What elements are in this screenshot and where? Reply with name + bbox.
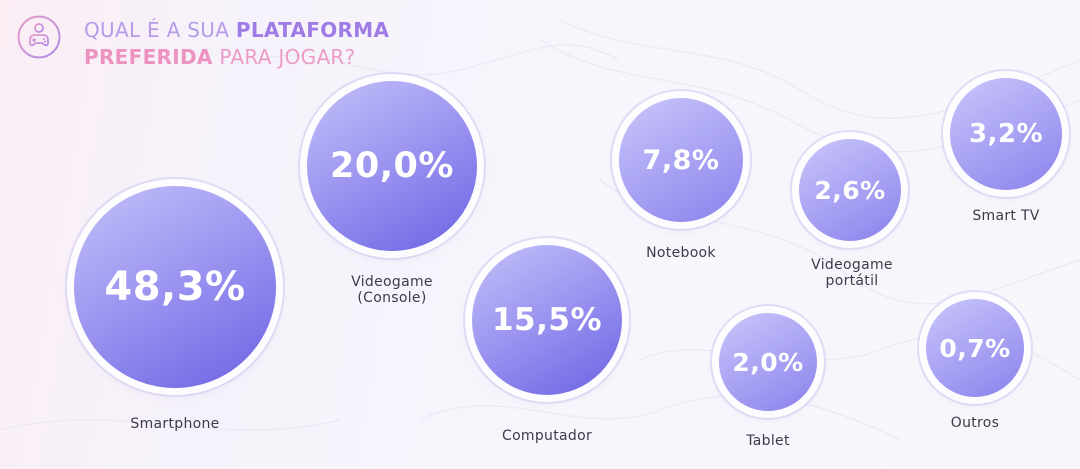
category-label-notebook: Notebook — [646, 245, 716, 261]
bubble-value-label: 2,0% — [732, 347, 804, 377]
bubble-smart-tv: 3,2% — [950, 78, 1062, 190]
bubble-smartphone: 48,3% — [74, 186, 276, 388]
category-label-videogame-portatil: Videogame portátil — [811, 257, 893, 289]
bubble-value-label: 20,0% — [330, 146, 454, 186]
bubble-outros: 0,7% — [926, 299, 1024, 397]
category-label-line: portátil — [825, 273, 879, 289]
category-label-computador: Computador — [502, 428, 592, 444]
category-label-tablet: Tablet — [746, 433, 790, 449]
category-label-smartphone: Smartphone — [130, 416, 219, 432]
title-part-4: PARA JOGAR? — [212, 45, 356, 69]
category-label-smart-tv: Smart TV — [972, 208, 1039, 224]
category-label-line: Computador — [501, 428, 593, 444]
bubble-value-label: 3,2% — [968, 119, 1044, 149]
bubble-value-label: 48,3% — [104, 264, 246, 310]
gamepad-icon — [17, 15, 61, 59]
category-label-line: Smart TV — [972, 208, 1040, 224]
bubble-value-label: 2,6% — [814, 175, 886, 205]
category-label-videogame-console: Videogame (Console) — [351, 274, 433, 306]
bubble-value-label: 15,5% — [491, 302, 603, 338]
bubble-value-label: 0,7% — [939, 333, 1011, 363]
bubble-computador: 15,5% — [472, 245, 622, 395]
category-label-line: Tablet — [746, 433, 790, 449]
category-label-line: Videogame — [351, 274, 433, 290]
bubble-notebook: 7,8% — [619, 98, 743, 222]
chart-title: QUAL É A SUA PLATAFORMA PREFERIDA PARA J… — [84, 17, 389, 71]
title-part-3: PREFERIDA — [84, 45, 213, 69]
category-label-line: Outros — [950, 415, 1000, 431]
title-part-1: QUAL É A SUA — [84, 18, 236, 42]
category-label-outros: Outros — [951, 415, 1000, 431]
bubble-tablet: 2,0% — [719, 313, 817, 411]
category-label-line: Videogame — [811, 257, 893, 273]
bubble-value-label: 7,8% — [642, 144, 720, 176]
category-label-line: (Console) — [357, 290, 427, 306]
category-label-line: Notebook — [646, 245, 716, 261]
bubble-videogame-portatil: 2,6% — [799, 139, 901, 241]
category-label-line: Smartphone — [130, 416, 220, 432]
chart-header: QUAL É A SUA PLATAFORMA PREFERIDA PARA J… — [16, 14, 389, 71]
bubble-videogame-console: 20,0% — [307, 81, 477, 251]
title-part-2: PLATAFORMA — [235, 18, 390, 42]
